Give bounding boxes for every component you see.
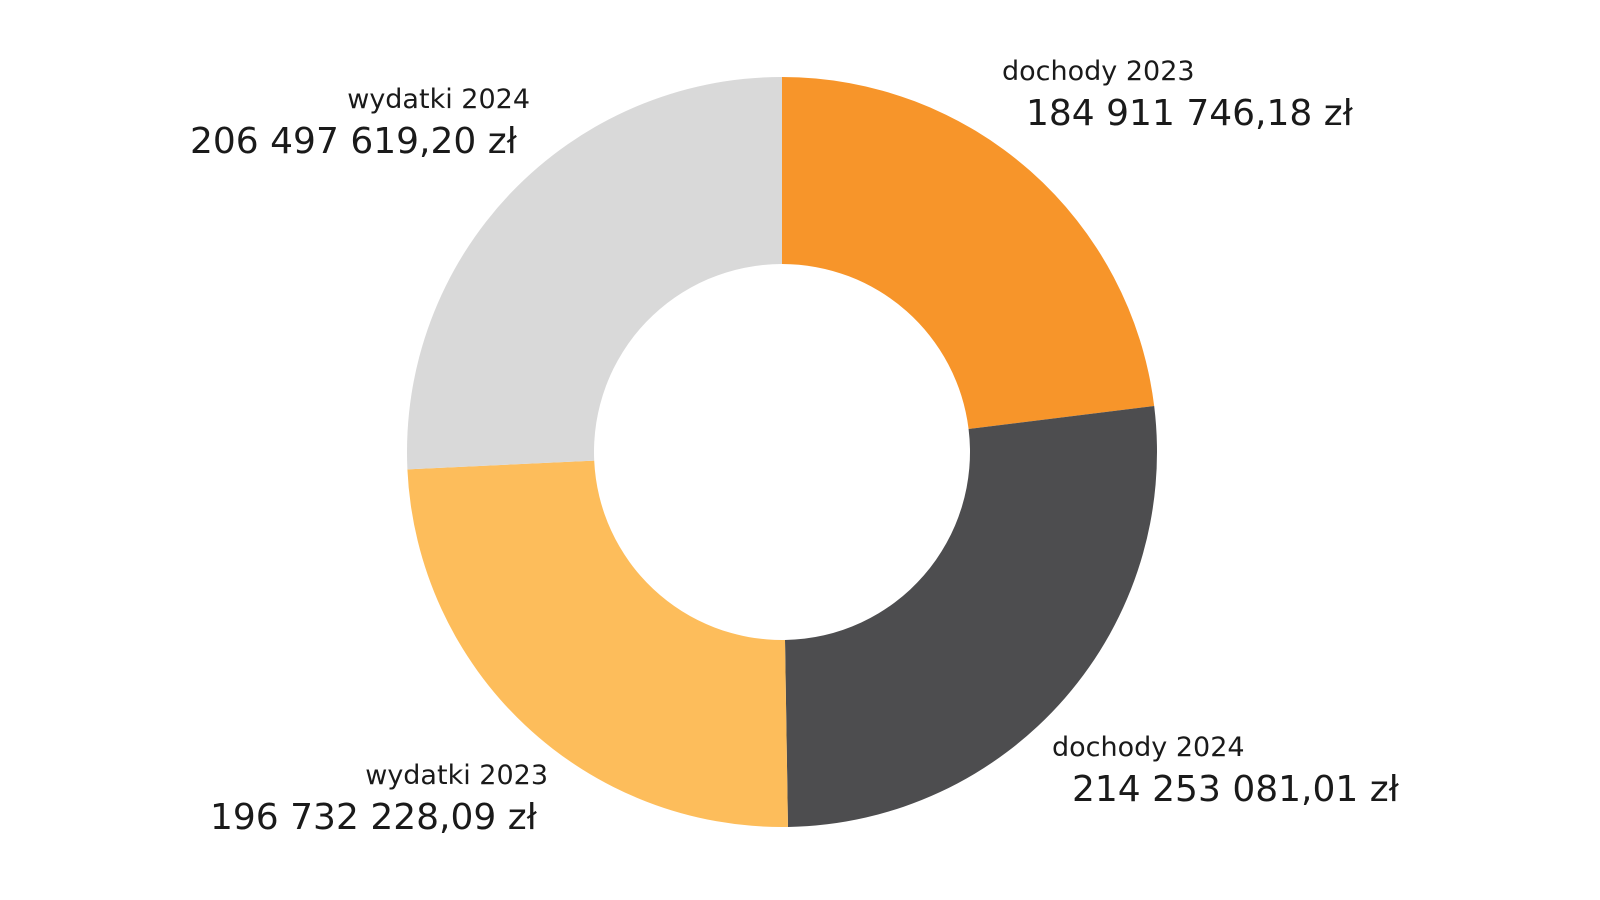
slice-wydatki-2023: [407, 460, 788, 827]
slice-wydatki-2024: [407, 77, 782, 470]
slice-name: wydatki 2024: [347, 84, 530, 115]
slice-dochody-2023: [782, 77, 1155, 429]
slice-dochody-2024: [784, 406, 1157, 827]
slice-name: dochody 2024: [1052, 732, 1245, 763]
slice-name: dochody 2023: [1002, 56, 1195, 87]
slice-value: 196 732 228,09 zł: [210, 797, 537, 838]
slice-value: 214 253 081,01 zł: [1072, 769, 1399, 810]
slice-name: wydatki 2023: [365, 760, 548, 791]
slice-label-wydatki-2023: wydatki 2023 196 732 228,09 zł: [210, 760, 548, 838]
slice-label-dochody-2023: dochody 2023 184 911 746,18 zł: [1002, 56, 1353, 134]
slice-value: 184 911 746,18 zł: [1026, 93, 1353, 134]
slice-value: 206 497 619,20 zł: [190, 121, 517, 162]
slice-label-dochody-2024: dochody 2024 214 253 081,01 zł: [1052, 732, 1399, 810]
slice-label-wydatki-2024: wydatki 2024 206 497 619,20 zł: [190, 84, 530, 162]
